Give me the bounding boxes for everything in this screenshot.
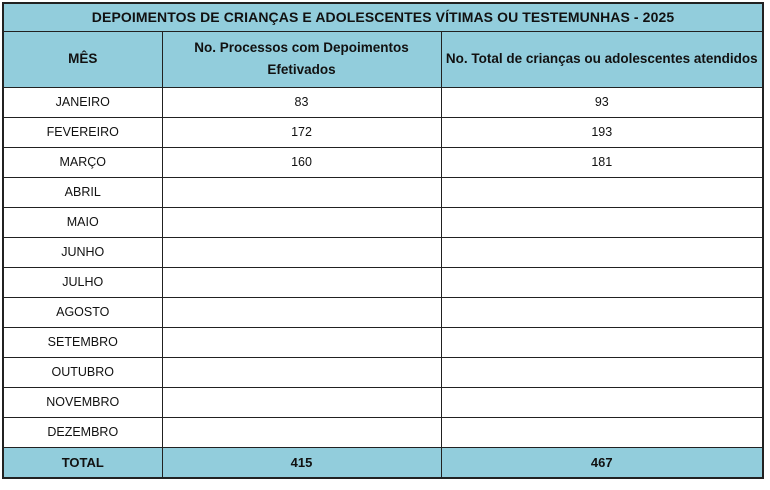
processos-cell: 172 xyxy=(161,116,442,148)
table-row-fevereiro: FEVEREIRO 172 193 xyxy=(2,116,764,148)
table-row-setembro: SETEMBRO xyxy=(2,326,764,358)
total-atendidos: 467 xyxy=(440,446,764,479)
processos-cell xyxy=(161,236,442,268)
month-cell: JULHO xyxy=(2,266,163,298)
table-title: DEPOIMENTOS DE CRIANÇAS E ADOLESCENTES V… xyxy=(2,2,764,32)
total-label: TOTAL xyxy=(2,446,163,479)
atendidos-cell: 93 xyxy=(440,86,764,118)
atendidos-cell xyxy=(440,326,764,358)
table-row-janeiro: JANEIRO 83 93 xyxy=(2,86,764,118)
table-row-maio: MAIO xyxy=(2,206,764,238)
atendidos-cell xyxy=(440,386,764,418)
month-cell: JUNHO xyxy=(2,236,163,268)
table-row-junho: JUNHO xyxy=(2,236,764,268)
atendidos-cell: 181 xyxy=(440,146,764,178)
processos-cell xyxy=(161,356,442,388)
column-header-mes: MÊS xyxy=(2,30,163,88)
report-page: DEPOIMENTOS DE CRIANÇAS E ADOLESCENTES V… xyxy=(2,2,765,479)
month-cell: AGOSTO xyxy=(2,296,163,328)
month-cell: SETEMBRO xyxy=(2,326,163,358)
atendidos-cell xyxy=(440,266,764,298)
table-row-abril: ABRIL xyxy=(2,176,764,208)
table-header-row: MÊS No. Processos com Depoimentos Efetiv… xyxy=(2,30,764,88)
processos-cell xyxy=(161,386,442,418)
atendidos-cell xyxy=(440,416,764,448)
month-cell: DEZEMBRO xyxy=(2,416,163,448)
month-cell: MAIO xyxy=(2,206,163,238)
processos-cell: 160 xyxy=(161,146,442,178)
atendidos-cell xyxy=(440,356,764,388)
table-row-julho: JULHO xyxy=(2,266,764,298)
column-header-atendidos: No. Total de crianças ou adolescentes at… xyxy=(440,30,764,88)
table-row-marco: MARÇO 160 181 xyxy=(2,146,764,178)
total-processos: 415 xyxy=(161,446,442,479)
table-row-novembro: NOVEMBRO xyxy=(2,386,764,418)
month-cell: NOVEMBRO xyxy=(2,386,163,418)
column-header-processos: No. Processos com Depoimentos Efetivados xyxy=(161,30,442,88)
processos-cell xyxy=(161,266,442,298)
table-row-outubro: OUTUBRO xyxy=(2,356,764,388)
month-cell: FEVEREIRO xyxy=(2,116,163,148)
table-title-row: DEPOIMENTOS DE CRIANÇAS E ADOLESCENTES V… xyxy=(2,2,764,32)
month-cell: OUTUBRO xyxy=(2,356,163,388)
processos-cell xyxy=(161,206,442,238)
depoimentos-table: DEPOIMENTOS DE CRIANÇAS E ADOLESCENTES V… xyxy=(2,2,765,479)
table-row-agosto: AGOSTO xyxy=(2,296,764,328)
processos-cell xyxy=(161,326,442,358)
month-cell: MARÇO xyxy=(2,146,163,178)
atendidos-cell xyxy=(440,176,764,208)
processos-cell xyxy=(161,176,442,208)
atendidos-cell xyxy=(440,206,764,238)
month-cell: ABRIL xyxy=(2,176,163,208)
table-row-dezembro: DEZEMBRO xyxy=(2,416,764,448)
processos-cell xyxy=(161,416,442,448)
atendidos-cell xyxy=(440,236,764,268)
table-total-row: TOTAL 415 467 xyxy=(2,446,764,479)
processos-cell: 83 xyxy=(161,86,442,118)
month-cell: JANEIRO xyxy=(2,86,163,118)
atendidos-cell xyxy=(440,296,764,328)
processos-cell xyxy=(161,296,442,328)
atendidos-cell: 193 xyxy=(440,116,764,148)
